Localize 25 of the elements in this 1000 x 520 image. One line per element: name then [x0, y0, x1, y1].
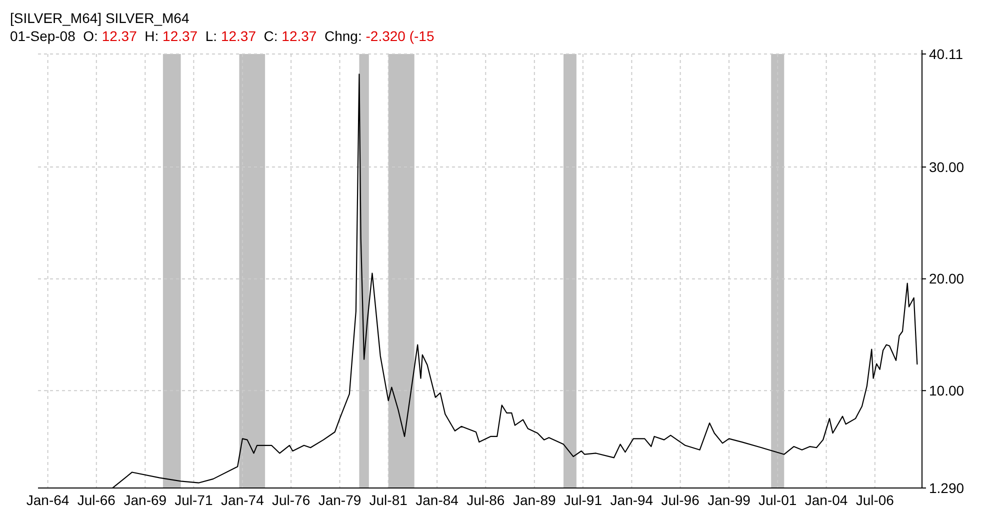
- x-tick-label: Jul-81: [369, 492, 408, 508]
- x-tick-label: Jul-96: [661, 492, 700, 508]
- x-tick-label: Jan-64: [26, 492, 70, 508]
- text: 01-Sep-08 O: 12.37 H: 12.37 L: 12.37 C: 12.37 Chng: -2.320 (-15: [10, 28, 434, 44]
- chart-title: [SILVER_M64] SILVER_M64: [10, 10, 190, 26]
- x-tick-label: Jul-66: [77, 492, 116, 508]
- y-tick-label: 1.290: [929, 480, 964, 496]
- x-tick-label: Jul-91: [564, 492, 602, 508]
- x-tick-label: Jan-69: [124, 492, 167, 508]
- x-tick-label: Jan-04: [804, 492, 848, 508]
- y-tick-label: 20.00: [929, 270, 964, 287]
- y-tick-label: 40.11: [929, 46, 964, 62]
- y-tick-label: 30.00: [929, 158, 964, 175]
- x-tick-label: Jan-79: [318, 492, 362, 508]
- x-tick-label: Jul-76: [272, 492, 310, 508]
- x-tick-label: Jan-94: [610, 492, 654, 508]
- x-tick-label: Jan-84: [416, 492, 459, 508]
- x-tick-label: Jan-74: [221, 492, 264, 508]
- y-tick-label: 10.00: [929, 382, 964, 399]
- x-tick-label: Jul-01: [758, 492, 797, 508]
- x-tick-label: Jul-86: [466, 492, 505, 508]
- x-tick-label: Jan-99: [708, 492, 751, 508]
- x-tick-label: Jan-89: [513, 492, 556, 508]
- x-tick-label: Jul-71: [174, 492, 213, 508]
- x-tick-label: Jul-06: [856, 492, 894, 508]
